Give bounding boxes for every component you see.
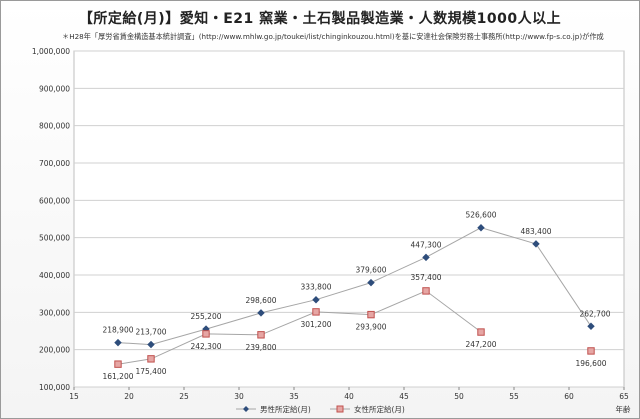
legend-male-marker: [243, 406, 249, 412]
female-data-label: 175,400: [135, 367, 166, 376]
y-tick-label: 500,000: [39, 234, 70, 243]
male-data-point: [422, 253, 430, 262]
y-tick-label: 1,000,000: [32, 47, 70, 56]
x-tick-label: 35: [289, 392, 299, 401]
x-tick-label: 40: [344, 392, 354, 401]
female-data-label: 196,600: [575, 359, 606, 368]
male-data-point: [114, 338, 122, 347]
y-tick-label: 200,000: [39, 346, 70, 355]
x-tick-label: 15: [69, 392, 79, 401]
male-data-point: [532, 240, 540, 248]
female-series-line: [117, 290, 482, 365]
x-tick-label: 50: [454, 392, 464, 401]
female-data-point: [202, 330, 210, 338]
y-tick-label: 600,000: [39, 196, 70, 205]
legend-female-label: 女性所定給(月): [354, 404, 405, 414]
male-data-point: [257, 309, 265, 317]
legend-male-label: 男性所定給(月): [260, 404, 311, 414]
female-data-point: [114, 360, 122, 368]
x-tick-label: 30: [234, 392, 244, 401]
x-tick-label: 25: [179, 392, 189, 401]
y-tick-label: 100,000: [39, 383, 70, 392]
male-data-label: 298,600: [245, 296, 276, 305]
female-data-point: [312, 308, 320, 316]
female-data-point: [147, 355, 155, 363]
male-data-label: 255,200: [190, 312, 221, 321]
female-data-point: [257, 331, 265, 339]
male-data-point: [367, 278, 375, 287]
male-data-label: 379,600: [355, 266, 386, 275]
x-tick-label: 65: [619, 392, 629, 401]
y-tick-label: 400,000: [39, 271, 70, 280]
x-axis-title: 年齢: [616, 404, 631, 414]
male-data-label: 218,900: [102, 326, 133, 335]
chart-title: 【所定給(月)】愛知・E21 窯業・土石製品製造業・人数規模1000人以上: [78, 11, 562, 27]
male-data-label: 483,400: [520, 227, 551, 236]
male-data-label: 213,700: [135, 328, 166, 337]
female-data-label: 239,800: [245, 343, 276, 352]
female-data-point: [367, 310, 375, 319]
y-tick-label: 300,000: [39, 308, 70, 317]
male-data-point: [147, 340, 155, 349]
female-data-point: [477, 328, 485, 336]
chart-subtitle: ＊H28年「厚労省賃金構造基本統計調査」(http://www.mhlw.go.…: [62, 32, 604, 41]
female-data-label: 293,900: [355, 323, 386, 332]
female-data-label: 242,300: [190, 342, 221, 351]
male-data-label: 333,800: [300, 283, 331, 292]
male-data-point: [477, 224, 485, 232]
male-data-point: [312, 295, 320, 304]
y-tick-label: 800,000: [39, 122, 70, 131]
x-tick-label: 45: [399, 392, 409, 401]
female-data-point: [422, 287, 430, 295]
x-tick-label: 60: [564, 392, 574, 401]
female-data-label: 247,200: [465, 340, 496, 349]
male-series-line: [117, 227, 592, 346]
male-data-label: 262,700: [579, 309, 610, 318]
female-data-label: 161,200: [102, 372, 133, 381]
x-tick-label: 20: [124, 392, 134, 401]
plot-area: [73, 50, 625, 388]
y-tick-label: 700,000: [39, 159, 70, 168]
male-data-point: [587, 322, 595, 330]
male-data-label: 447,300: [410, 240, 441, 249]
male-data-label: 526,600: [465, 211, 496, 220]
x-tick-label: 55: [509, 392, 519, 401]
y-tick-label: 900,000: [39, 84, 70, 93]
female-data-label: 301,200: [300, 320, 331, 329]
female-data-label: 357,400: [410, 273, 441, 282]
legend-female-marker: [336, 405, 344, 413]
female-data-point: [587, 347, 595, 355]
